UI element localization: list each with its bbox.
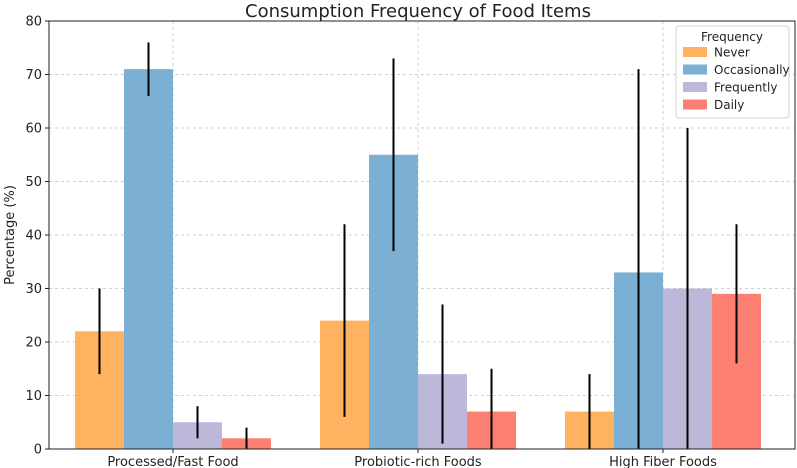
legend-label-frequently: Frequently xyxy=(714,81,777,95)
legend-swatch-never xyxy=(683,47,707,57)
x-tick-label: High Fiber Foods xyxy=(609,455,717,468)
y-tick-label: 60 xyxy=(25,122,42,137)
y-tick-label: 30 xyxy=(25,282,42,297)
error-bars xyxy=(98,42,738,449)
y-tick-label: 50 xyxy=(25,175,42,190)
y-tick-label: 70 xyxy=(25,68,42,83)
x-tick-label: Processed/Fast Food xyxy=(107,455,238,468)
y-tick-label: 0 xyxy=(34,443,42,458)
y-ticks: 0 10 20 30 40 50 60 70 80 xyxy=(25,15,49,458)
chart-title: Consumption Frequency of Food Items xyxy=(245,1,591,22)
y-tick-label: 40 xyxy=(25,229,42,244)
legend-swatch-occasionally xyxy=(683,64,707,75)
legend-title: Frequency xyxy=(701,30,763,44)
legend-label-daily: Daily xyxy=(714,98,744,112)
legend-swatch-frequently xyxy=(683,82,707,92)
bar-occasionally xyxy=(124,69,173,450)
x-tick-label: Probiotic-rich Foods xyxy=(354,455,482,468)
y-axis-label: Percentage (%) xyxy=(3,185,18,285)
y-tick-label: 20 xyxy=(25,336,42,351)
bars xyxy=(75,69,761,450)
legend-label-never: Never xyxy=(714,46,750,60)
legend: Frequency Never Occasionally Frequently Dai… xyxy=(675,25,790,119)
y-tick-label: 80 xyxy=(25,15,42,30)
y-tick-label: 10 xyxy=(25,389,42,404)
legend-swatch-daily xyxy=(683,99,707,110)
legend-label-occasionally: Occasionally xyxy=(714,63,790,77)
x-ticks: Processed/Fast Food Probiotic-rich Foods H… xyxy=(107,449,717,468)
